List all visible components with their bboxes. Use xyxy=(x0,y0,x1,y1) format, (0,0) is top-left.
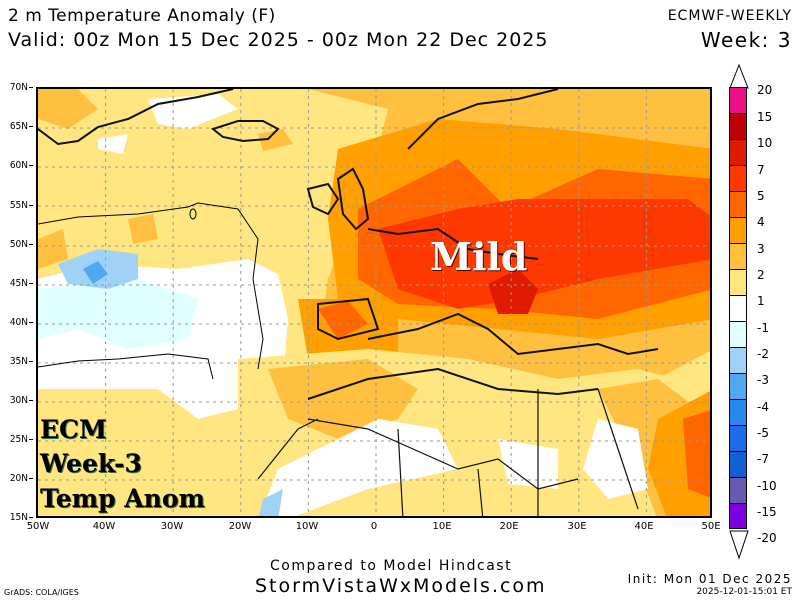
model-source: ECMWF-WEEKLY xyxy=(667,8,792,24)
colorbar-label: 1 xyxy=(757,294,765,308)
grads-credit: GrADS: COLA/IGES xyxy=(4,588,79,597)
colorbar-swatch xyxy=(729,139,747,165)
lat-label: 50N xyxy=(0,239,33,250)
temp-anom-annotation: Temp Anom xyxy=(40,484,205,513)
lon-label: 50E xyxy=(701,521,721,532)
lat-label: 40N xyxy=(0,317,33,328)
colorbar-swatch xyxy=(729,165,747,191)
lon-label: 40E xyxy=(634,521,654,532)
colorbar-label: -5 xyxy=(757,426,769,440)
lat-label: 70N xyxy=(0,82,33,93)
colorbar-swatch xyxy=(729,113,747,139)
colorbar-label: 4 xyxy=(757,215,765,229)
colorbar-label: 7 xyxy=(757,163,765,177)
lat-label: 20N xyxy=(0,473,33,484)
colorbar-swatch xyxy=(729,347,747,373)
map-shading xyxy=(38,89,710,516)
lat-label: 60N xyxy=(0,160,33,171)
lat-label: 45N xyxy=(0,278,33,289)
colorbar-label: -3 xyxy=(757,373,769,387)
colorbar-label: 10 xyxy=(757,136,773,150)
lon-label: 0 xyxy=(370,521,378,532)
colorbar-label: -2 xyxy=(757,347,769,361)
lat-label: 25N xyxy=(0,434,33,445)
colorbar-swatch xyxy=(729,243,747,269)
colorbar-label: 5 xyxy=(757,189,765,203)
colorbar-label: -7 xyxy=(757,452,769,466)
hindcast-note: Compared to Model Hindcast xyxy=(270,558,513,574)
colorbar-swatch xyxy=(729,477,747,503)
lat-label: 55N xyxy=(0,200,33,211)
lon-label: 30W xyxy=(160,521,184,532)
colorbar-bottom-arrow-icon xyxy=(729,530,749,560)
colorbar-swatch xyxy=(729,321,747,347)
week-annotation: Week-3 xyxy=(40,449,142,478)
colorbar-label: -20 xyxy=(757,531,777,545)
colorbar-swatch xyxy=(729,503,747,529)
mild-annotation: Mild xyxy=(430,234,528,279)
colorbar-label: -4 xyxy=(757,400,769,414)
colorbar-label: 15 xyxy=(757,110,773,124)
generated-timestamp: 2025-12-01-15:01 ET xyxy=(696,587,792,597)
lat-label: 35N xyxy=(0,356,33,367)
colorbar-swatch xyxy=(729,451,747,477)
lon-label: 10E xyxy=(432,521,452,532)
ecm-annotation: ECM xyxy=(40,415,107,444)
colorbar-label: 3 xyxy=(757,242,765,256)
chart-title: 2 m Temperature Anomaly (F) xyxy=(8,6,276,26)
colorbar xyxy=(729,87,747,529)
colorbar-swatch xyxy=(729,217,747,243)
colorbar-swatch xyxy=(729,399,747,425)
colorbar-swatch xyxy=(729,269,747,295)
lat-label: 15N xyxy=(0,512,33,523)
lon-label: 40W xyxy=(92,521,116,532)
colorbar-label: -1 xyxy=(757,321,769,335)
lat-label: 65N xyxy=(0,121,33,132)
lat-label: 30N xyxy=(0,395,33,406)
colorbar-swatch xyxy=(729,87,747,113)
lon-label: 20E xyxy=(499,521,519,532)
lon-label: 30E xyxy=(567,521,587,532)
colorbar-label: 20 xyxy=(757,83,773,97)
colorbar-label: -10 xyxy=(757,479,777,493)
colorbar-label: 2 xyxy=(757,268,765,282)
colorbar-swatch xyxy=(729,373,747,399)
init-time: Init: Mon 01 Dec 2025 xyxy=(627,572,792,586)
lon-label: 50W xyxy=(26,521,50,532)
lon-label: 10W xyxy=(295,521,319,532)
lon-label: 20W xyxy=(228,521,252,532)
colorbar-swatch xyxy=(729,191,747,217)
colorbar-top-arrow-icon xyxy=(729,64,749,89)
colorbar-swatch xyxy=(729,425,747,451)
colorbar-swatch xyxy=(729,295,747,321)
valid-period: Valid: 00z Mon 15 Dec 2025 - 00z Mon 22 … xyxy=(8,29,549,51)
site-credit: StormVistaWxModels.com xyxy=(255,575,547,597)
colorbar-label: -15 xyxy=(757,505,777,519)
week-label: Week: 3 xyxy=(700,28,792,52)
anomaly-map: Mild xyxy=(36,87,712,518)
